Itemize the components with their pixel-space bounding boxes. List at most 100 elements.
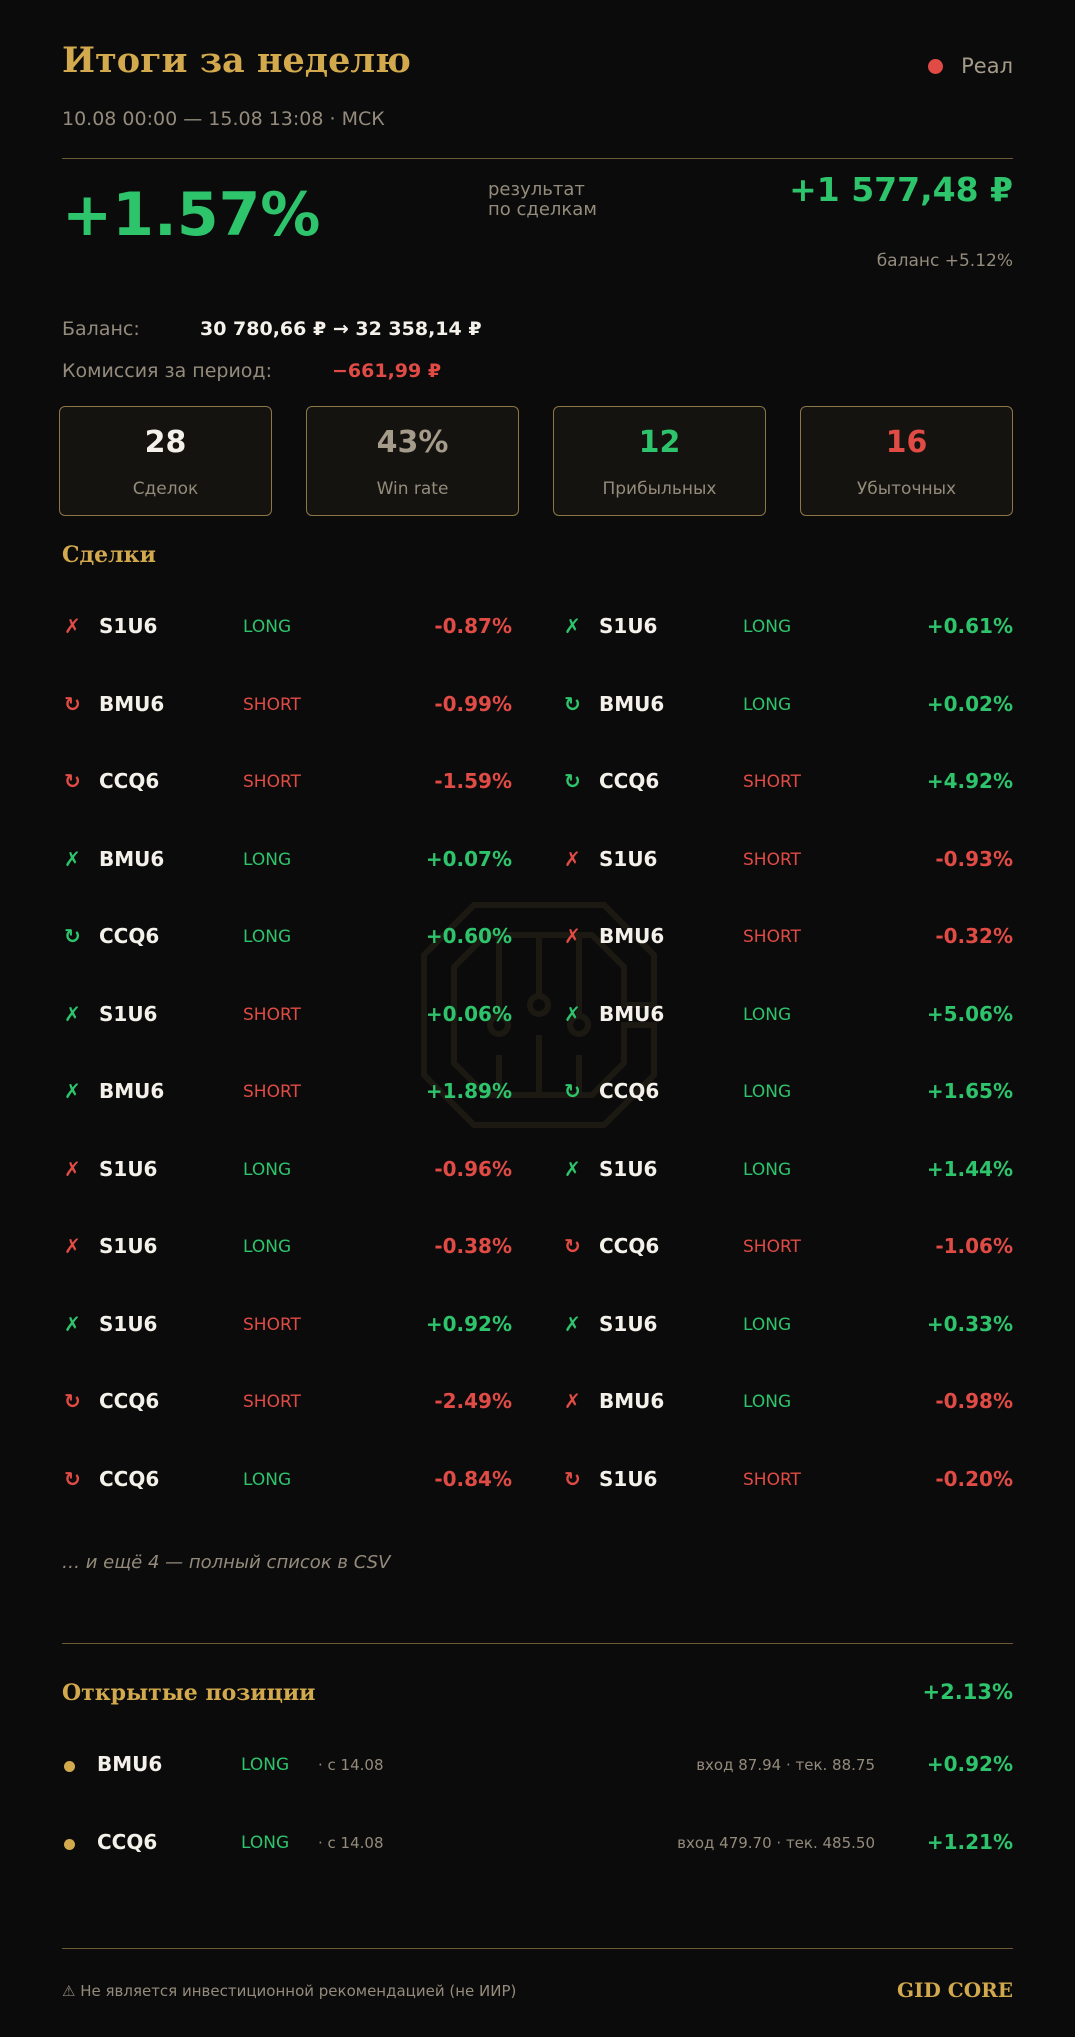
- stat-card: 43% Win rate: [306, 406, 519, 516]
- repeat-icon: ↻: [564, 1079, 581, 1103]
- trade-row: ↻ CCQ6 SHORT +4.92%: [564, 767, 1013, 797]
- trade-percent: +0.02%: [926, 691, 1013, 716]
- stat-card: 12 Прибыльных: [553, 406, 766, 516]
- trade-direction: SHORT: [243, 1004, 301, 1025]
- cross-icon: ✗: [64, 614, 81, 638]
- trade-row: ✗ S1U6 LONG -0.96%: [64, 1155, 512, 1185]
- cross-icon: ✗: [564, 614, 581, 638]
- stat-label: Убыточных: [856, 479, 957, 499]
- trade-ticker: S1U6: [599, 1466, 658, 1491]
- positions-total: +2.13%: [922, 1680, 1013, 1704]
- position-ticker: BMU6: [97, 1752, 163, 1776]
- trade-ticker: BMU6: [99, 846, 165, 871]
- more-trades-note: … и ещё 4 — полный список в CSV: [62, 1552, 391, 1573]
- position-prices: вход 479.70 · тек. 485.50: [677, 1834, 875, 1852]
- trade-percent: +0.61%: [926, 614, 1013, 638]
- trade-ticker: S1U6: [599, 614, 658, 638]
- trade-percent: +4.92%: [926, 769, 1013, 793]
- status-dot-icon: [928, 58, 944, 74]
- position-prices: вход 87.94 · тек. 88.75: [696, 1756, 875, 1774]
- stat-label: Сделок: [132, 479, 199, 499]
- stat-value: 43%: [376, 425, 449, 460]
- balance-label: Баланс:: [62, 318, 140, 340]
- trade-direction: SHORT: [743, 772, 801, 792]
- cross-icon: ✗: [64, 1156, 81, 1181]
- trade-row: ↻ CCQ6 SHORT -2.49%: [64, 1387, 512, 1417]
- trade-ticker: BMU6: [99, 1079, 165, 1103]
- cross-icon: ✗: [564, 924, 581, 948]
- trade-percent: +1.44%: [926, 1156, 1013, 1181]
- trade-ticker: CCQ6: [99, 1466, 160, 1491]
- trade-ticker: S1U6: [599, 1311, 658, 1336]
- trade-direction: LONG: [243, 849, 292, 870]
- trade-row: ↻ S1U6 SHORT -0.20%: [564, 1465, 1013, 1495]
- watermark-logo-icon: [421, 902, 657, 1128]
- stat-value: 28: [144, 425, 187, 460]
- trade-row: ↻ CCQ6 SHORT -1.06%: [564, 1232, 1013, 1262]
- result-amount: +1 577,48 ₽: [789, 170, 1013, 209]
- trade-percent: -0.32%: [935, 924, 1013, 948]
- trade-row: ✗ S1U6 LONG +1.44%: [564, 1155, 1013, 1185]
- trade-percent: +0.07%: [425, 846, 512, 871]
- trade-percent: +0.60%: [425, 924, 512, 948]
- trade-direction: LONG: [743, 1392, 792, 1412]
- trade-direction: LONG: [243, 617, 292, 637]
- trade-row: ✗ S1U6 LONG -0.38%: [64, 1232, 512, 1262]
- repeat-icon: ↻: [564, 691, 581, 716]
- trade-row: ✗ S1U6 LONG -0.87%: [64, 612, 512, 642]
- cross-icon: ✗: [64, 1234, 81, 1258]
- trade-percent: -0.38%: [434, 1234, 512, 1258]
- account-mode-label: Реал: [961, 54, 1013, 78]
- trade-ticker: BMU6: [599, 924, 665, 948]
- trade-row: ✗ S1U6 SHORT -0.93%: [564, 845, 1013, 875]
- cross-icon: ✗: [64, 1079, 81, 1103]
- stat-value: 16: [885, 425, 928, 460]
- fee-label: Комиссия за период:: [62, 360, 272, 382]
- cross-icon: ✗: [64, 1001, 81, 1026]
- trade-percent: -0.98%: [935, 1389, 1013, 1413]
- trade-percent: +1.65%: [926, 1079, 1013, 1103]
- trade-percent: +0.33%: [926, 1311, 1013, 1336]
- cross-icon: ✗: [564, 1156, 581, 1181]
- trade-direction: SHORT: [743, 849, 801, 870]
- disclaimer: ⚠ Не является инвестиционной рекомендаци…: [62, 1982, 517, 2000]
- trade-direction: LONG: [743, 694, 792, 715]
- cross-icon: ✗: [564, 846, 581, 871]
- positions-section-title: Открытые позиции: [62, 1680, 316, 1706]
- cross-icon: ✗: [64, 846, 81, 871]
- position-percent: +0.92%: [926, 1752, 1013, 1776]
- trade-percent: -0.99%: [434, 691, 512, 716]
- trade-direction: LONG: [243, 1159, 292, 1180]
- bullet-icon: [64, 1839, 75, 1850]
- trade-percent: -0.87%: [434, 614, 512, 638]
- trade-direction: LONG: [243, 1237, 292, 1257]
- trade-ticker: CCQ6: [99, 1389, 160, 1413]
- divider: [62, 158, 1013, 159]
- position-row: BMU6 LONG · с 14.08 вход 87.94 · тек. 88.75…: [62, 1750, 1013, 1780]
- trade-direction: SHORT: [243, 1314, 301, 1335]
- cross-icon: ✗: [64, 1311, 81, 1336]
- trade-ticker: S1U6: [99, 1311, 158, 1336]
- trade-ticker: BMU6: [599, 1389, 665, 1413]
- trade-ticker: BMU6: [599, 691, 665, 716]
- trade-percent: +5.06%: [926, 1001, 1013, 1026]
- trade-ticker: S1U6: [99, 1001, 158, 1026]
- trade-ticker: S1U6: [599, 846, 658, 871]
- repeat-icon: ↻: [564, 1234, 581, 1258]
- trade-percent: +1.89%: [425, 1079, 512, 1103]
- trade-row: ✗ BMU6 SHORT -0.32%: [564, 922, 1013, 952]
- trade-percent: -1.59%: [434, 769, 512, 793]
- trade-ticker: CCQ6: [99, 924, 160, 948]
- trade-percent: -0.84%: [434, 1466, 512, 1491]
- brand-logo: GID CORE: [897, 1978, 1013, 2002]
- position-ticker: CCQ6: [97, 1830, 158, 1854]
- trade-direction: LONG: [243, 927, 292, 947]
- divider: [62, 1948, 1013, 1949]
- divider: [62, 1643, 1013, 1644]
- report-period: 10.08 00:00 — 15.08 13:08 · МСК: [62, 108, 385, 130]
- trade-direction: SHORT: [243, 1082, 301, 1102]
- trade-percent: -0.20%: [935, 1466, 1013, 1491]
- position-since: · с 14.08: [318, 1834, 384, 1852]
- stat-value: 12: [638, 425, 681, 460]
- trade-direction: SHORT: [743, 927, 801, 947]
